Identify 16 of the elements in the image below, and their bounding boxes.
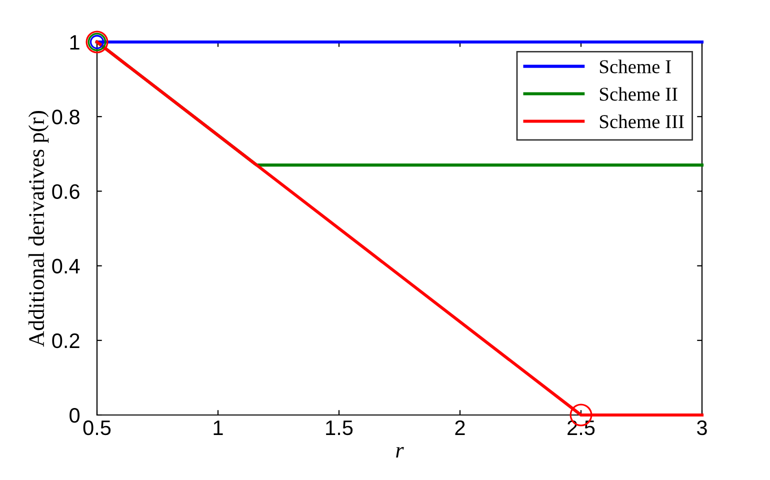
x-tick-label: 2 [455, 420, 465, 435]
y-tick-label: 0.4 [52, 258, 80, 274]
x-tick-label: 1.5 [326, 420, 353, 436]
x-tick-label: 1 [214, 420, 223, 435]
y-tick-label: 0.2 [52, 333, 80, 348]
x-tick-label: 0.5 [83, 420, 111, 436]
y-axis-title: Additional derivatives p(r) [28, 110, 49, 347]
x-axis-title: r [396, 447, 404, 458]
legend-label: Scheme II [600, 87, 678, 101]
y-tick-label: 1 [70, 35, 80, 50]
y-tick-label: 0 [70, 408, 80, 423]
x-tick-label: 3 [697, 420, 707, 436]
y-tick-label: 0.8 [52, 110, 80, 124]
y-tick-label: 0.6 [52, 184, 80, 199]
legend-label: Scheme III [600, 114, 684, 128]
legend-label: Scheme I [600, 60, 671, 74]
